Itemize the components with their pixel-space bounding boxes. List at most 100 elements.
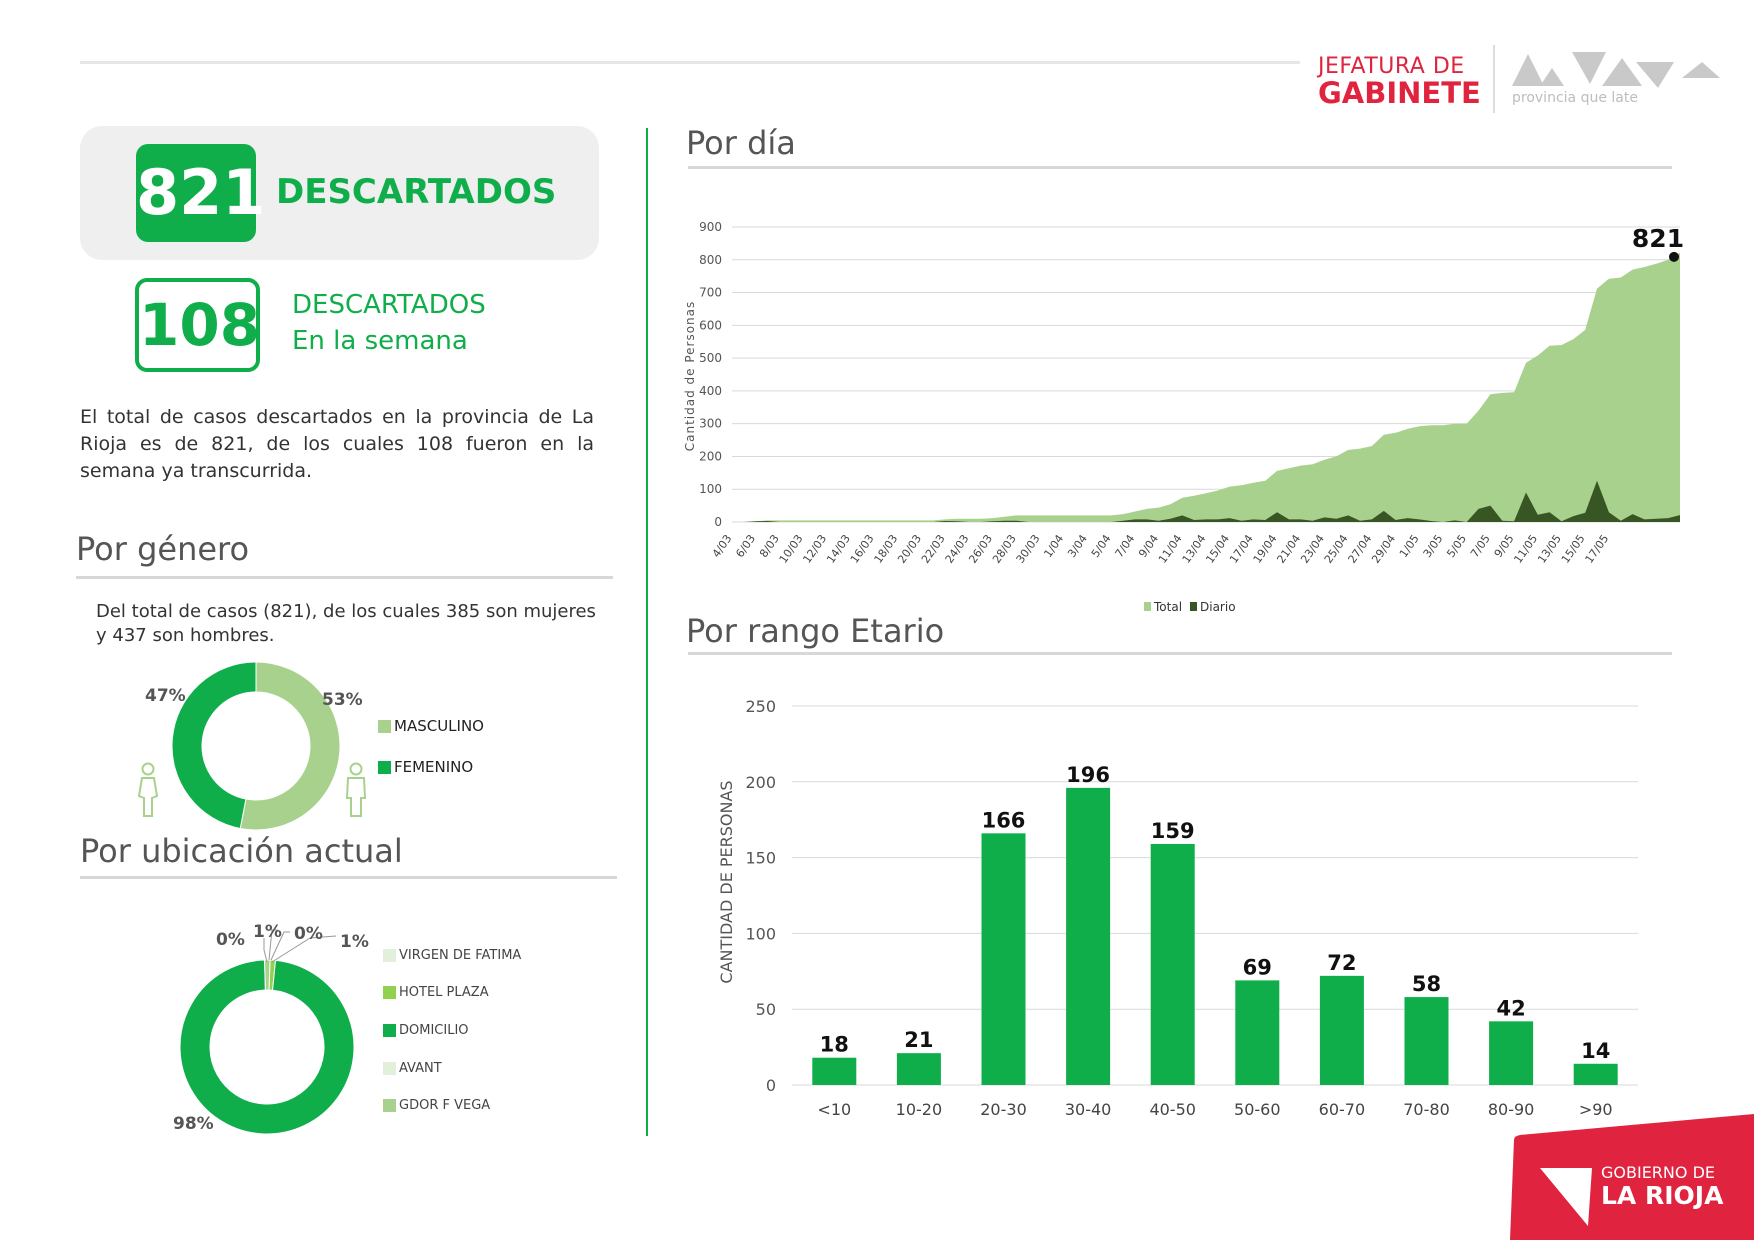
legend-item-virgen: VIRGEN DE FATIMA	[383, 948, 521, 963]
x-tick-label: 13/04	[1180, 532, 1209, 565]
x-tick-label: 11/05	[1511, 532, 1540, 565]
slice-label-domicilio: 98%	[173, 1114, 214, 1134]
y-axis-label: Cantidad de Personas	[683, 301, 697, 452]
legend-label: AVANT	[399, 1061, 442, 1076]
legend-swatch	[378, 760, 391, 774]
x-tick-label: 1/05	[1397, 532, 1422, 560]
y-tick-label: 50	[756, 1000, 776, 1019]
area-legend: Total Diario	[1144, 600, 1236, 614]
y-tick-label: 600	[699, 318, 722, 332]
bar-value-label: 42	[1496, 996, 1525, 1020]
la-rioja-logo	[1512, 52, 1720, 88]
x-tick-label: 40-50	[1149, 1100, 1196, 1119]
legend-label: VIRGEN DE FATIMA	[399, 948, 522, 963]
y-tick-label: 800	[699, 253, 722, 267]
x-tick-label: 13/05	[1535, 532, 1564, 565]
legend-swatch	[383, 1099, 396, 1112]
legend-item-domicilio: DOMICILIO	[383, 1023, 469, 1038]
x-tick-label: 14/03	[824, 532, 853, 565]
x-tick-label: 30-40	[1065, 1100, 1112, 1119]
daily-title: Por día	[686, 124, 796, 162]
legend-label-total: Total	[1153, 600, 1182, 614]
week-label: DESCARTADOS	[292, 290, 486, 320]
gender-rule	[76, 576, 613, 579]
bar-20-30	[981, 833, 1026, 1085]
age-bar-chart: 0 50 100 150 200 250 CANTIDAD DE PERSONAS 18 2…	[717, 697, 1638, 1119]
end-marker	[1669, 251, 1679, 262]
end-value-label: 821	[1632, 224, 1684, 253]
x-tick-label: 5/05	[1444, 532, 1469, 560]
age-rule	[688, 652, 1672, 655]
slice-label-avant: 0%	[294, 924, 323, 944]
x-tick-label: 24/03	[943, 532, 972, 565]
legend-label-diario: Diario	[1200, 600, 1236, 614]
bar-80-90	[1489, 1021, 1534, 1085]
legend-label: GDOR F VEGA	[399, 1098, 491, 1113]
y-tick-label: 100	[745, 924, 776, 943]
legend-swatch-total	[1144, 602, 1151, 611]
bar-value-label: 159	[1151, 819, 1195, 843]
y-tick-label: 200	[745, 773, 776, 792]
y-tick-label: 500	[699, 351, 722, 365]
slice-masculino	[239, 661, 341, 831]
legend-swatch	[383, 949, 396, 962]
x-tick-label: 4/03	[710, 532, 735, 560]
legend-swatch	[383, 986, 396, 999]
location-rule	[80, 876, 617, 879]
y-tick-label: 0	[766, 1076, 776, 1095]
location-leader-lines	[263, 929, 337, 963]
x-tick-label: 10-20	[896, 1100, 943, 1119]
x-tick-label: 60-70	[1319, 1100, 1366, 1119]
series-total-area	[732, 252, 1680, 522]
y-tick-label: 700	[699, 286, 722, 300]
total-value-badge: 821	[136, 144, 265, 242]
x-tick-label: 29/04	[1369, 532, 1398, 565]
legend-swatch-diario	[1190, 602, 1197, 611]
x-tick-label: 23/04	[1298, 532, 1327, 565]
x-tick-label: 50-60	[1234, 1100, 1281, 1119]
male-person-icon	[345, 762, 367, 817]
x-tick-label: <10	[817, 1100, 851, 1119]
province-tagline: provincia que late	[1512, 90, 1638, 106]
x-tick-label: 7/04	[1113, 532, 1138, 560]
location-title: Por ubicación actual	[80, 832, 403, 870]
column-divider	[646, 128, 648, 1136]
bar-10-20	[896, 1053, 941, 1085]
bar-value-label: 21	[904, 1028, 933, 1052]
x-tick-label: 30/03	[1014, 532, 1043, 565]
legend-item-avant: AVANT	[383, 1061, 442, 1076]
y-tick-label: 100	[699, 482, 722, 496]
x-tick-label: 26/03	[966, 532, 995, 565]
x-tick-label: 28/03	[990, 532, 1019, 565]
x-tick-label: 5/04	[1089, 532, 1114, 560]
legend-label: DOMICILIO	[399, 1023, 469, 1038]
x-tick-label: 25/04	[1322, 532, 1351, 565]
legend-label: MASCULINO	[394, 717, 484, 735]
slice-label-virgen: 0%	[216, 930, 245, 950]
x-tick-label: 7/05	[1468, 532, 1493, 560]
x-tick-label: 21/04	[1274, 532, 1303, 565]
legend-item-hotel: HOTEL PLAZA	[383, 985, 489, 1000]
legend-item-femenino: FEMENINO	[378, 758, 473, 776]
daily-area-chart: 0 100 200 300 400 500 600 700 800 900 Cantidad de…	[683, 220, 1684, 614]
y-tick-label: 200	[699, 449, 722, 463]
x-tick-label: 10/03	[777, 532, 806, 565]
y-tick-label: 400	[699, 384, 722, 398]
x-tick-label: 27/04	[1346, 532, 1375, 565]
bar-30-40	[1066, 787, 1111, 1085]
y-tick-label: 900	[699, 220, 722, 234]
y-tick-label: 300	[699, 417, 722, 431]
bar-40-50	[1150, 843, 1195, 1085]
summary-text: El total de casos descartados en la prov…	[80, 406, 594, 482]
legend-item-masculino: MASCULINO	[378, 717, 484, 735]
location-donut-chart	[179, 959, 355, 1135]
legend-item-gdor: GDOR F VEGA	[383, 1098, 490, 1113]
x-tick-label: 17/04	[1227, 532, 1256, 565]
header-rule	[80, 61, 1300, 64]
slice-label-hotel: 1%	[253, 922, 282, 942]
x-tick-label: 11/04	[1156, 532, 1185, 565]
legend-swatch	[383, 1024, 396, 1037]
bar-60-70	[1319, 975, 1364, 1085]
x-tick-label: 16/03	[848, 532, 877, 565]
slice-label-masculino: 53%	[322, 690, 363, 710]
